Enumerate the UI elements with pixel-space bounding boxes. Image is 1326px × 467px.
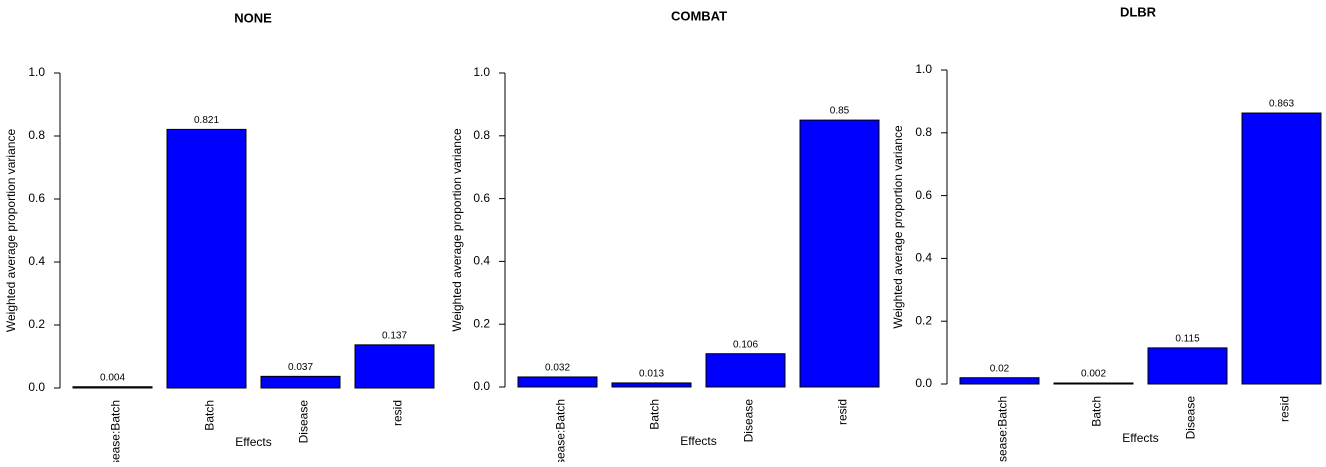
y-tick-label: 0.4 [28,254,45,268]
y-tick-label: 1.0 [28,65,45,79]
bar-value-label: 0.137 [382,330,407,341]
bar [517,376,598,388]
x-tick-label: resid [836,399,850,425]
y-tick-label: 0.4 [473,254,490,268]
x-tick-label: Disease [1184,396,1198,440]
bar-value-label: 0.863 [1269,99,1294,110]
chart-title: DLBR [1120,4,1157,19]
x-tick-label: resid [1278,396,1292,422]
chart-panel-none: NONE 0.0 0.2 0.4 0.6 0.8 1.0 Weighted average p… [4,10,435,462]
y-tick-label: 0.8 [915,125,932,139]
bar-value-label: 0.821 [194,115,219,126]
y-tick-label: 0.0 [28,380,45,394]
x-axis-label: Effects [235,435,271,449]
bar-value-label: 0.004 [100,372,125,383]
bar [611,382,692,388]
bar [1147,347,1228,385]
bar [72,386,153,389]
x-tick-label: Batch [1090,396,1104,427]
y-tick-label: 0.8 [28,128,45,142]
bar-value-label: 0.037 [288,362,313,373]
y-axis-label: Weighted average proportion variance [891,125,905,329]
x-tick-label: Batch [648,399,662,430]
bar-value-label: 0.106 [733,339,758,350]
x-tick-label: Disease [297,400,311,444]
bar-value-label: 0.85 [830,106,850,117]
chart-title: COMBAT [671,8,727,23]
y-tick-label: 0.2 [473,316,490,330]
y-tick-label: 0.0 [473,379,490,393]
bar [1053,382,1134,385]
y-tick-label: 0.6 [28,191,45,205]
x-axis-label: Effects [1122,431,1158,445]
x-tick-label: Batch [203,400,217,431]
x-tick-label: Disease:Batch [996,396,1010,462]
bar [166,128,247,389]
y-tick-label: 1.0 [473,65,490,79]
y-tick-label: 0.2 [28,317,45,331]
bar [799,119,880,388]
bar [260,375,341,389]
y-axis-label: Weighted average proportion variance [450,128,464,332]
bar-value-label: 0.115 [1175,334,1200,345]
bar [959,377,1040,385]
x-tick-label: Disease:Batch [554,399,568,462]
y-tick-label: 0.8 [473,128,490,142]
bar-value-label: 0.013 [639,369,664,380]
bar [705,353,786,388]
bar-value-label: 0.02 [990,363,1010,374]
y-tick-label: 1.0 [915,62,932,76]
y-tick-label: 0.4 [915,251,932,265]
bar-value-label: 0.032 [545,363,570,374]
x-tick-label: Disease:Batch [109,400,123,462]
bar [1241,112,1322,385]
y-tick-label: 0.6 [473,191,490,205]
y-tick-label: 0.2 [915,313,932,327]
bar [354,344,435,389]
x-tick-label: Disease [742,399,756,443]
y-axis-label: Weighted average proportion variance [4,129,18,333]
y-tick-label: 0.6 [915,188,932,202]
chart-panel-combat: COMBAT 0.0 0.2 0.4 0.6 0.8 1.0 Weighted average… [450,8,880,462]
chart-title: NONE [234,10,272,25]
bar-value-label: 0.002 [1081,369,1106,380]
x-tick-label: resid [391,400,405,426]
x-axis-label: Effects [680,434,716,448]
y-tick-label: 0.0 [915,376,932,390]
chart-panel-dlbr: DLBR 0.0 0.2 0.4 0.6 0.8 1.0 Weighted average p… [891,4,1322,462]
